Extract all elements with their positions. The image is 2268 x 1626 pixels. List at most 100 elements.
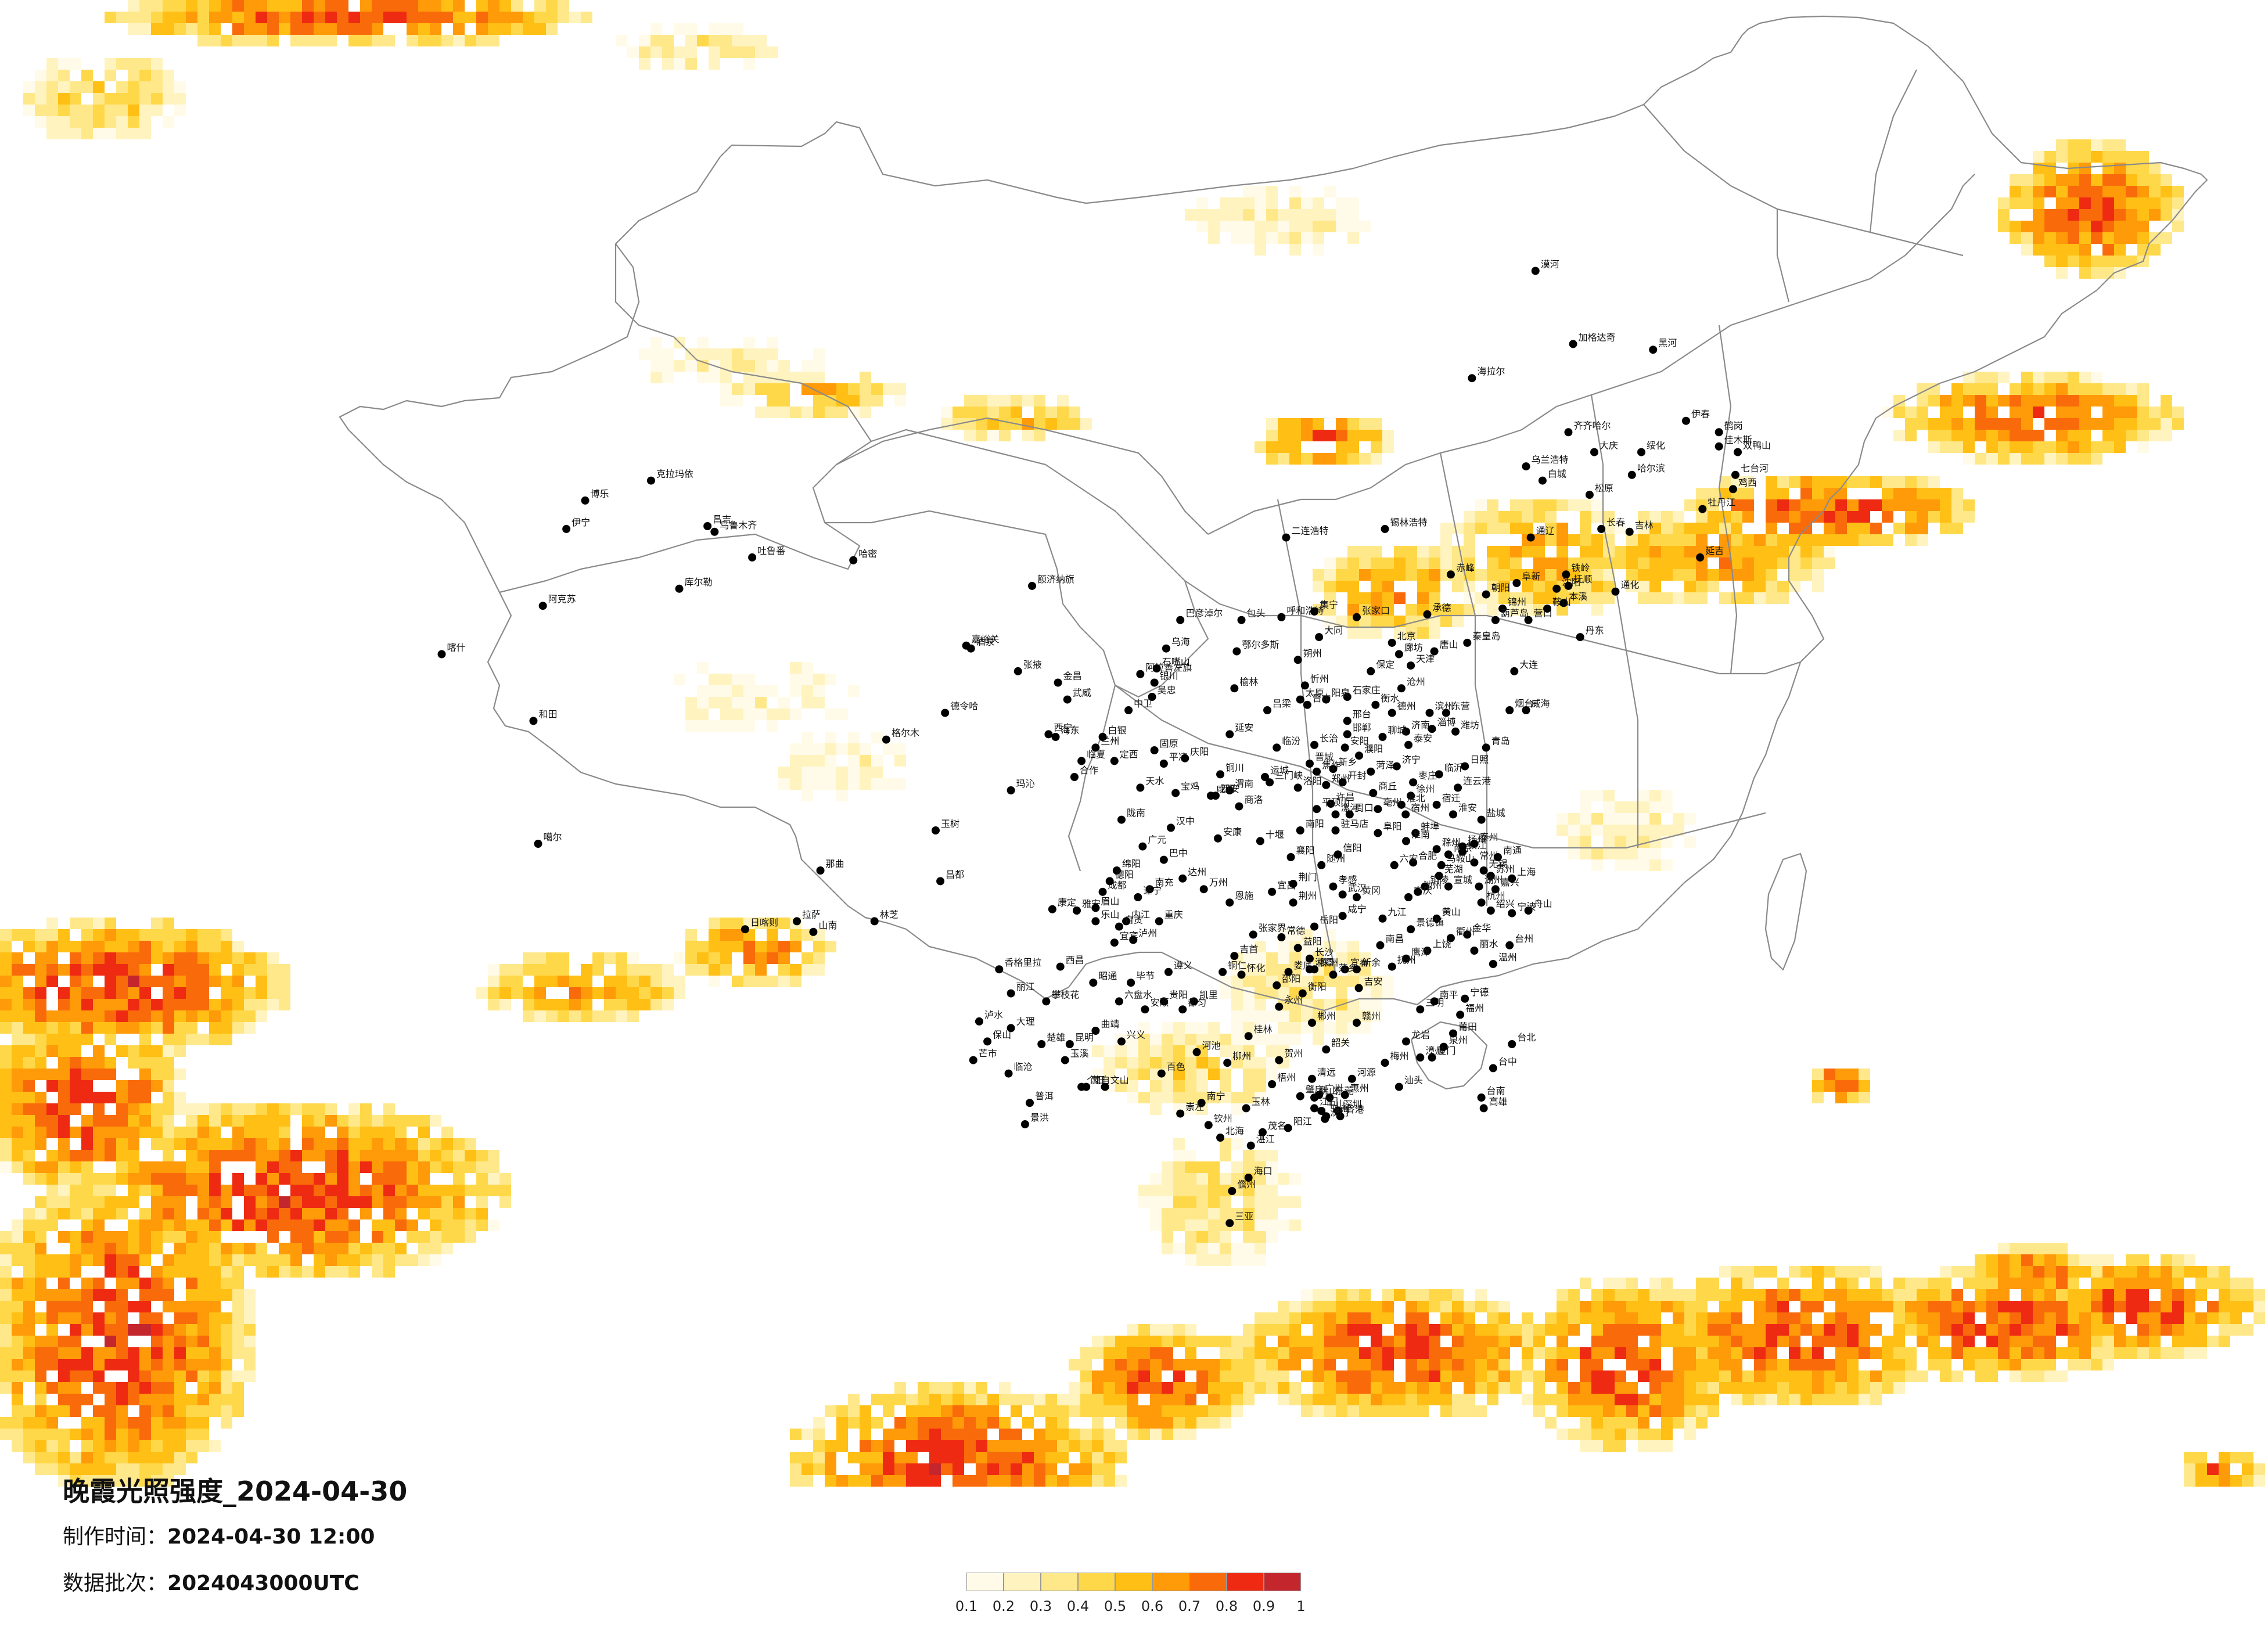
intensity-cell [848, 1394, 860, 1405]
intensity-cell [1835, 1289, 1847, 1301]
intensity-cell [244, 1312, 256, 1324]
intensity-cell [534, 0, 546, 12]
intensity-cell [1173, 1370, 1185, 1382]
intensity-cell [1162, 1417, 1173, 1429]
intensity-cell [976, 430, 987, 441]
intensity-cell [1928, 499, 1940, 511]
intensity-cell [1127, 1429, 1138, 1440]
city-dot [1026, 1099, 1034, 1107]
intensity-cell [1975, 1266, 1986, 1278]
intensity-cell [1754, 1347, 1766, 1359]
intensity-cell [1766, 1347, 1777, 1359]
city-label: 铜陵 [1430, 875, 1448, 886]
intensity-cell [1522, 1336, 1533, 1347]
intensity-cell [476, 23, 488, 35]
intensity-cell [743, 685, 755, 697]
intensity-cell [70, 952, 81, 964]
intensity-cell [650, 348, 662, 360]
intensity-cell [348, 1173, 360, 1185]
intensity-cell [1487, 1359, 1498, 1370]
intensity-cell [58, 1115, 70, 1127]
intensity-cell [1196, 1208, 1208, 1220]
intensity-cell [407, 1150, 418, 1161]
intensity-cell [1034, 430, 1045, 441]
intensity-cell [1580, 1347, 1591, 1359]
intensity-cell [70, 1057, 81, 1069]
city-dot [1479, 1104, 1488, 1113]
intensity-cell [627, 987, 639, 999]
city-label: 怀化 [1247, 962, 1266, 973]
intensity-cell [1615, 1347, 1626, 1359]
city-label: 绥化 [1647, 440, 1665, 451]
intensity-cell [1963, 418, 1975, 430]
city-dot [1089, 979, 1098, 987]
intensity-cell [1905, 1278, 1917, 1289]
city-label: 德令哈 [950, 701, 978, 712]
intensity-cell [418, 23, 430, 35]
intensity-cell [1138, 1429, 1150, 1440]
intensity-cell [1266, 1208, 1278, 1220]
intensity-cell [1533, 1382, 1545, 1394]
intensity-cell [2161, 1278, 2172, 1289]
intensity-cell [2033, 174, 2044, 186]
intensity-cell [1603, 836, 1615, 848]
intensity-cell [1115, 1370, 1127, 1382]
intensity-cell [1406, 627, 1417, 639]
intensity-cell [1638, 1324, 1649, 1336]
intensity-cell [1580, 790, 1591, 801]
intensity-cell [1115, 1417, 1127, 1429]
intensity-cell [2161, 418, 2172, 430]
intensity-cell [709, 697, 720, 708]
intensity-cell [221, 1347, 232, 1359]
intensity-cell [1196, 1173, 1208, 1185]
intensity-cell [2195, 1347, 2207, 1359]
intensity-cell [348, 1243, 360, 1254]
intensity-cell [2149, 1278, 2161, 1289]
intensity-cell [2033, 151, 2044, 163]
intensity-cell [2021, 1359, 2033, 1370]
intensity-cell [1115, 1347, 1127, 1359]
intensity-cell [1835, 1301, 1847, 1312]
intensity-cell [1777, 1359, 1789, 1370]
intensity-cell [2184, 1312, 2195, 1324]
intensity-cell [81, 81, 93, 93]
intensity-cell [546, 0, 558, 12]
intensity-cell [372, 1127, 383, 1138]
intensity-cell [221, 12, 232, 23]
intensity-cell [174, 1069, 186, 1080]
intensity-cell [2195, 1463, 2207, 1475]
intensity-cell [1684, 1289, 1696, 1301]
intensity-cell [1313, 418, 1324, 430]
intensity-cell [105, 1475, 116, 1487]
intensity-cell [290, 1231, 302, 1243]
intensity-cell [1243, 1243, 1255, 1254]
intensity-cell [1324, 1382, 1336, 1394]
city-label: 萍乡 [1338, 962, 1357, 973]
intensity-cell [1313, 1382, 1324, 1394]
intensity-cell [2102, 1289, 2114, 1301]
intensity-cell [23, 1347, 35, 1359]
intensity-cell [2056, 151, 2068, 163]
intensity-cell [116, 1394, 128, 1405]
intensity-cell [2102, 1324, 2114, 1336]
intensity-cell [12, 1312, 23, 1324]
intensity-cell [1731, 511, 1742, 523]
intensity-cell [1963, 1301, 1975, 1312]
intensity-cell [1185, 1254, 1196, 1266]
intensity-cell [1568, 813, 1580, 825]
city-label: 吐鲁番 [757, 545, 785, 556]
intensity-cell [1057, 418, 1069, 430]
intensity-cell [1777, 581, 1789, 592]
intensity-cell [70, 93, 81, 105]
intensity-cell [244, 1220, 256, 1231]
intensity-cell [1196, 1057, 1208, 1069]
intensity-cell [1626, 534, 1638, 546]
intensity-cell [871, 395, 883, 406]
intensity-cell [1882, 1370, 1893, 1382]
intensity-cell [12, 1243, 23, 1254]
intensity-cell [1278, 1010, 1289, 1022]
intensity-cell [1336, 1312, 1347, 1324]
intensity-cell [1266, 209, 1278, 221]
city-dot [1159, 760, 1168, 768]
intensity-cell [767, 337, 778, 348]
